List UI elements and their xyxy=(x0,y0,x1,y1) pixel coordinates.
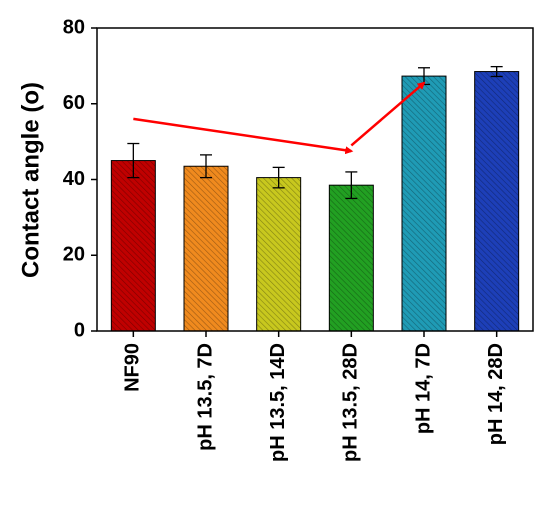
trend-arrow xyxy=(350,81,426,147)
bars-layer xyxy=(110,71,520,332)
error-bars-layer xyxy=(127,65,503,200)
y-tick-label: 40 xyxy=(63,168,85,190)
y-tick-label: 60 xyxy=(63,92,85,114)
y-tick-label: 80 xyxy=(63,16,85,38)
x-tick-label: pH 14, 28D xyxy=(485,343,507,445)
x-tick-label: pH 13.5, 7D xyxy=(194,343,216,451)
plot-area-frame xyxy=(96,27,534,332)
x-tick-label: pH 14, 7D xyxy=(412,343,434,434)
error-bar xyxy=(200,154,212,179)
bar xyxy=(110,160,156,332)
error-bar xyxy=(272,166,285,189)
x-tick-label: NF90 xyxy=(122,343,144,392)
y-axis: 0 20 40 60 80 xyxy=(63,16,97,341)
bar-hatch xyxy=(256,177,302,332)
x-tick-label: pH 13.5, 14D xyxy=(267,343,289,462)
error-bar xyxy=(490,65,503,78)
bar-hatch xyxy=(474,71,520,332)
x-axis: NF90 pH 13.5, 7D pH 13.5, 14D pH 13.5, 28D p… xyxy=(122,331,507,462)
x-tick-label: pH 13.5, 28D xyxy=(340,343,362,462)
bar-hatch xyxy=(328,184,374,332)
bar xyxy=(328,184,374,332)
y-tick-label: 0 xyxy=(74,319,85,341)
bar xyxy=(401,75,447,332)
bar xyxy=(474,71,520,332)
bar-hatch xyxy=(401,75,447,332)
y-tick-label: 20 xyxy=(63,244,85,266)
trend-arrow xyxy=(133,117,354,155)
error-bar xyxy=(127,142,140,179)
annotation-layer xyxy=(133,81,426,155)
bar xyxy=(256,177,302,332)
bar-hatch xyxy=(110,160,156,332)
y-axis-label: Contact angle (o) xyxy=(17,82,44,278)
bar-hatch xyxy=(183,165,229,332)
error-bar xyxy=(345,171,358,200)
bar xyxy=(183,165,229,332)
